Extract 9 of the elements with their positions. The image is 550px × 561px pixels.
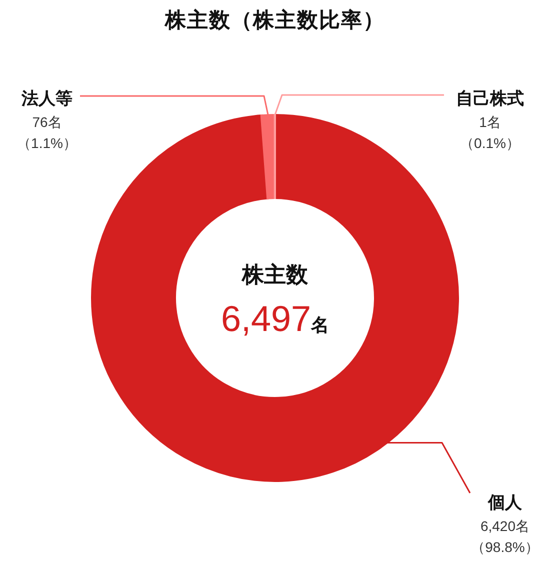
category-label: 法人等 — [22, 89, 72, 108]
value-label: 1名（0.1%） — [459, 113, 521, 153]
category-label: 個人 — [488, 493, 522, 512]
value-label: 76名（1.1%） — [16, 113, 78, 153]
title: 株主数（株主数比率） — [165, 9, 385, 32]
center-total: 6,497名 — [220, 298, 330, 339]
center-heading: 株主数 — [242, 262, 308, 287]
value-label: 6,420名（98.8%） — [470, 517, 540, 557]
category-label: 自己株式 — [456, 89, 524, 108]
